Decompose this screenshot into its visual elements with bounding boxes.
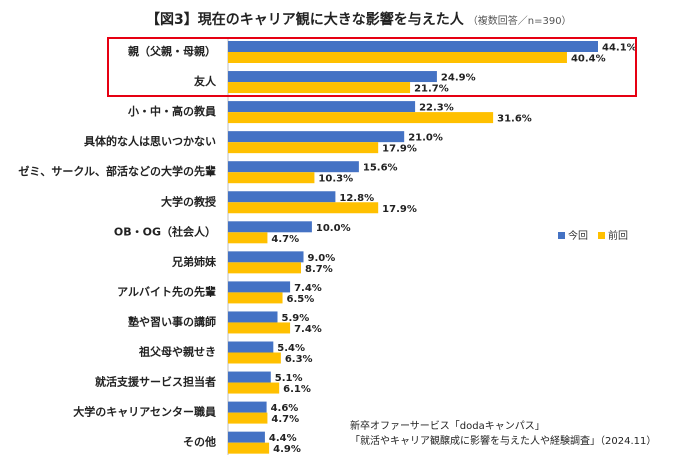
legend-label: 前回	[608, 229, 628, 242]
bar-current	[228, 251, 304, 263]
legend-swatch	[598, 232, 605, 239]
data-label: 17.9%	[382, 144, 417, 155]
bar-previous	[228, 172, 315, 184]
legend-swatch	[558, 232, 565, 239]
source-line-2: 「就活やキャリア観醸成に影響を与えた人や経験調査」（2024.11）	[350, 436, 657, 447]
data-label: 6.5%	[287, 294, 315, 305]
data-label: 8.7%	[305, 264, 333, 275]
data-label: 10.0%	[316, 223, 351, 234]
bar-previous	[228, 82, 411, 94]
legend-label: 今回	[568, 229, 588, 242]
data-label: 31.6%	[497, 114, 532, 125]
category-label: 就活支援サービス担当者	[95, 375, 216, 389]
data-label: 6.3%	[285, 354, 313, 365]
bar-current	[228, 341, 274, 353]
chart-title-text: 【図3】現在のキャリア観に大きな影響を与えた人	[146, 12, 464, 28]
data-label: 6.1%	[283, 384, 311, 395]
data-label: 4.7%	[271, 414, 299, 425]
chart-subtitle: （複数回答／n=390）	[467, 16, 572, 27]
category-label: 兄弟姉妹	[171, 254, 217, 268]
data-label: 7.4%	[294, 283, 322, 294]
bar-previous	[228, 292, 283, 304]
data-label: 4.4%	[269, 433, 297, 444]
data-label: 4.6%	[271, 403, 299, 414]
bar-previous	[228, 142, 379, 154]
category-label: アルバイト先の先輩	[117, 284, 216, 298]
bar-previous	[228, 202, 379, 214]
data-label: 15.6%	[363, 163, 398, 174]
category-label: OB・OG（社会人）	[114, 224, 216, 238]
bar-current	[228, 41, 598, 52]
bar-current	[228, 191, 336, 203]
bar-current	[228, 371, 271, 383]
data-label: 5.9%	[282, 313, 310, 324]
bar-current	[228, 71, 437, 83]
bar-current	[228, 161, 359, 173]
category-label: 塾や習い事の講師	[128, 314, 216, 328]
bar-previous	[228, 442, 270, 454]
data-label: 12.8%	[339, 193, 374, 204]
data-label: 22.3%	[419, 103, 454, 114]
data-label: 4.7%	[271, 234, 299, 245]
category-label: 祖父母や親せき	[138, 345, 216, 359]
data-label: 10.3%	[318, 174, 353, 185]
data-label: 5.4%	[277, 343, 305, 354]
category-label: 大学の教授	[161, 194, 217, 208]
category-label: その他	[183, 435, 216, 449]
bar-previous	[228, 382, 280, 394]
bar-current	[228, 131, 405, 143]
data-label: 4.9%	[273, 444, 301, 455]
data-label: 9.0%	[308, 253, 336, 264]
bar-current	[228, 401, 267, 413]
bar-previous	[228, 412, 268, 424]
chart-title: 【図3】現在のキャリア観に大きな影響を与えた人 （複数回答／n=390）	[146, 9, 572, 29]
bar-previous	[228, 262, 301, 274]
source-note: 新卒オファーサービス「dodaキャンパス」 「就活やキャリア観醸成に影響を与えた…	[350, 419, 656, 449]
category-label: 親（父親・母親）	[128, 44, 216, 58]
data-label: 44.1%	[602, 43, 637, 54]
data-label: 21.7%	[414, 84, 449, 95]
data-label: 21.0%	[408, 133, 443, 144]
bar-previous	[228, 322, 291, 334]
bar-previous	[228, 52, 567, 63]
bar-current	[228, 281, 291, 293]
data-label: 7.4%	[294, 324, 322, 335]
category-label: 小・中・高の教員	[127, 104, 216, 118]
bar-previous	[228, 352, 281, 364]
bar-previous	[228, 112, 494, 124]
category-label: 具体的な人は思いつかない	[84, 134, 216, 148]
source-line-1: 新卒オファーサービス「dodaキャンパス」	[350, 421, 545, 432]
data-label: 5.1%	[275, 373, 303, 384]
category-label: 友人	[194, 74, 217, 88]
category-label: ゼミ、サークル、部活などの大学の先輩	[18, 164, 216, 178]
bar-current	[228, 221, 312, 233]
bar-current	[228, 101, 416, 113]
data-label: 40.4%	[571, 54, 606, 65]
bar-current	[228, 311, 278, 323]
data-label: 24.9%	[441, 73, 476, 84]
data-label: 17.9%	[382, 204, 417, 215]
bar-current	[228, 431, 265, 443]
highlight-box	[107, 37, 637, 97]
bar-previous	[228, 232, 268, 244]
category-label: 大学のキャリアセンター職員	[73, 405, 216, 419]
